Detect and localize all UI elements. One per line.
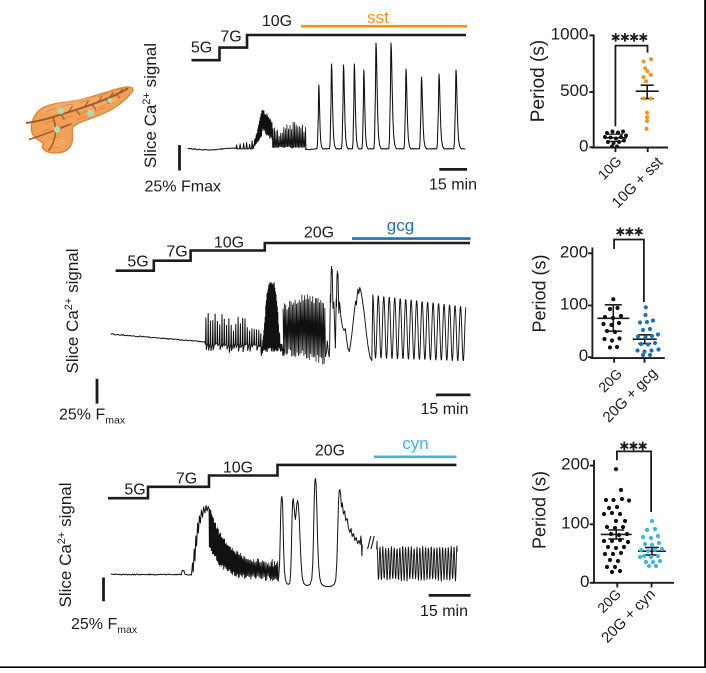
svg-text:500: 500 bbox=[560, 81, 588, 100]
svg-text:15 min: 15 min bbox=[429, 177, 477, 194]
svg-text:7G: 7G bbox=[220, 28, 241, 45]
svg-text:20G: 20G bbox=[595, 365, 625, 395]
svg-text:Period (s): Period (s) bbox=[530, 254, 550, 332]
svg-text:0: 0 bbox=[579, 136, 588, 155]
svg-text:10G: 10G bbox=[595, 153, 625, 183]
svg-text:Period (s): Period (s) bbox=[528, 40, 549, 122]
svg-text:20G: 20G bbox=[304, 224, 334, 241]
svg-text:20G: 20G bbox=[315, 443, 345, 460]
svg-text:Slice Ca2+ signal: Slice Ca2+ signal bbox=[141, 43, 160, 168]
svg-text:25% Fmax: 25% Fmax bbox=[71, 616, 138, 636]
svg-text:15 min: 15 min bbox=[420, 603, 468, 620]
svg-text:cyn: cyn bbox=[402, 434, 428, 453]
svg-text:15 min: 15 min bbox=[420, 401, 468, 418]
svg-text:200: 200 bbox=[560, 242, 588, 261]
svg-text:200: 200 bbox=[561, 455, 589, 474]
svg-text:7G: 7G bbox=[176, 470, 197, 487]
svg-text:0: 0 bbox=[579, 346, 588, 365]
svg-text:100: 100 bbox=[560, 295, 588, 314]
svg-text:20G: 20G bbox=[594, 586, 624, 616]
svg-text:gcg: gcg bbox=[387, 216, 414, 235]
svg-text:25% Fmax: 25% Fmax bbox=[145, 179, 221, 196]
svg-text:sst: sst bbox=[367, 8, 389, 27]
svg-text:10G: 10G bbox=[223, 459, 253, 476]
svg-text:5G: 5G bbox=[124, 481, 145, 498]
svg-text:5G: 5G bbox=[127, 253, 148, 270]
svg-text:5G: 5G bbox=[191, 40, 212, 57]
svg-text:Slice Ca2+ signal: Slice Ca2+ signal bbox=[63, 249, 82, 374]
svg-text:1000: 1000 bbox=[551, 24, 589, 43]
svg-text:Slice Ca2+ signal: Slice Ca2+ signal bbox=[56, 483, 75, 608]
svg-text:25% Fmax: 25% Fmax bbox=[59, 407, 126, 427]
svg-text:7G: 7G bbox=[166, 243, 187, 260]
svg-text:10G: 10G bbox=[214, 235, 244, 252]
svg-text:Period (s): Period (s) bbox=[530, 471, 550, 549]
svg-text:0: 0 bbox=[580, 572, 589, 591]
svg-text:100: 100 bbox=[561, 513, 589, 532]
svg-text:10G: 10G bbox=[262, 13, 292, 30]
